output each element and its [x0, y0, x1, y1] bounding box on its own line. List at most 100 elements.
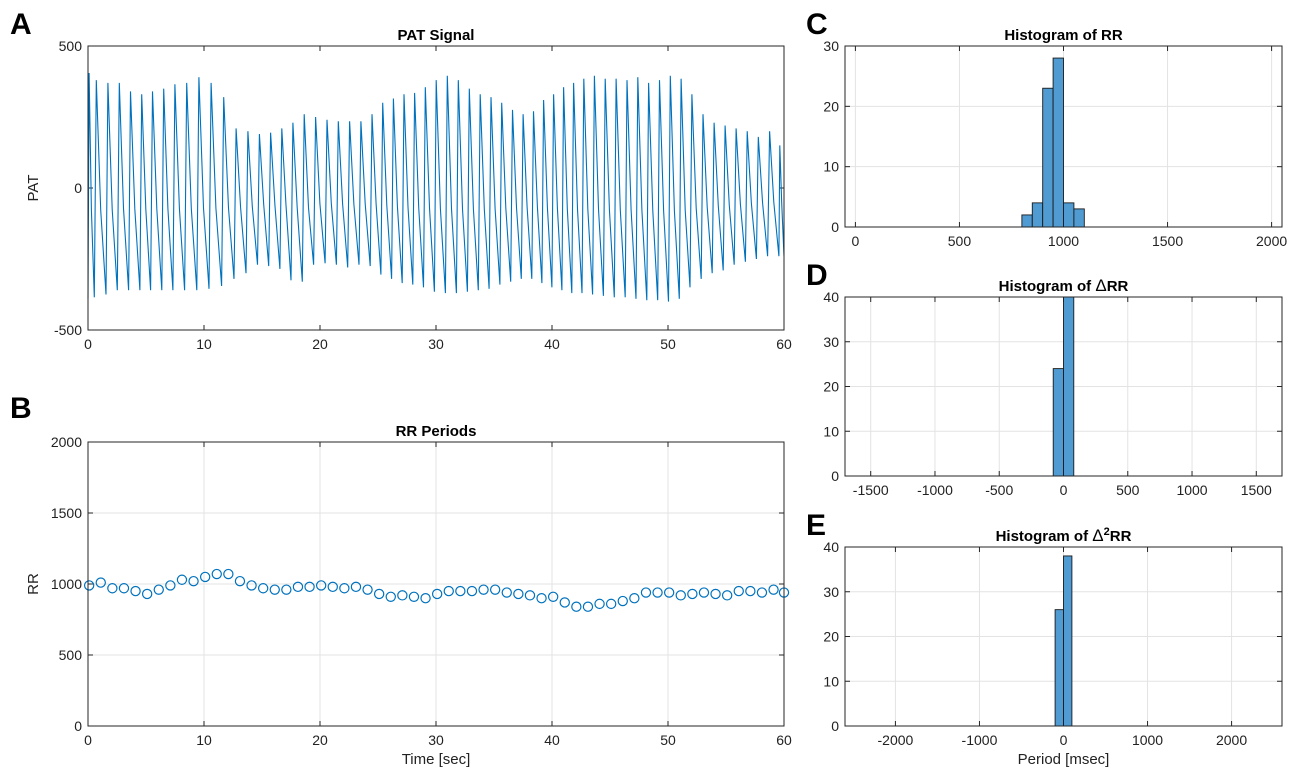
rr-point [733, 585, 744, 597]
rr-point [339, 583, 350, 594]
y-tick-label: 500 [59, 647, 83, 663]
rr-point [176, 574, 188, 585]
y-tick-label: 20 [823, 379, 839, 395]
y-tick-label: 40 [823, 539, 839, 555]
panel-letter-d: D [806, 259, 828, 292]
y-tick-label: 20 [823, 98, 839, 114]
rr-point [292, 581, 304, 593]
x-tick-label: 1500 [1241, 482, 1272, 498]
x-tick-label: 0 [84, 732, 92, 748]
axes-box [844, 45, 1283, 228]
histogram-bar [1031, 202, 1044, 228]
y-tick-label: 1500 [51, 505, 82, 521]
rr-point [385, 591, 396, 602]
y-axis-label: RR [25, 573, 42, 595]
x-tick-label: 20 [312, 732, 328, 748]
histogram-bar [1052, 368, 1064, 477]
x-tick-label: 0 [84, 336, 92, 352]
rr-point [397, 590, 408, 601]
x-tick-label: 1000 [1176, 482, 1207, 498]
rr-point [547, 591, 559, 602]
rr-point [466, 585, 478, 597]
rr-point [281, 584, 292, 595]
chart-title: PAT Signal [398, 27, 475, 44]
x-tick-label: 30 [428, 732, 444, 748]
x-tick-label: 20 [312, 336, 328, 352]
rr-point [95, 577, 106, 588]
y-tick-label: 30 [823, 38, 839, 54]
panel-letter-a: A [10, 8, 32, 41]
rr-point [489, 584, 501, 595]
y-tick-label: 10 [823, 159, 839, 175]
y-tick-label: 10 [823, 423, 839, 439]
rr-point [745, 585, 756, 597]
chart-title: RR Periods [396, 423, 477, 440]
rr-point [652, 587, 663, 598]
y-axis-label: PAT [25, 175, 42, 202]
histogram-bar [1054, 609, 1064, 727]
y-tick-label: 30 [823, 584, 839, 600]
x-tick-label: 1500 [1152, 233, 1183, 249]
y-tick-label: -500 [54, 322, 82, 338]
y-tick-label: 20 [823, 629, 839, 645]
x-tick-label: 500 [1116, 482, 1140, 498]
x-tick-label: 30 [428, 336, 444, 352]
axes-box [844, 296, 1283, 477]
rr-point [408, 591, 420, 602]
histogram-bar [1052, 57, 1064, 228]
rr-point [83, 580, 95, 591]
histogram-bar [1063, 202, 1075, 228]
rr-point [768, 584, 779, 595]
x-tick-label: 60 [776, 336, 792, 352]
panel-letter-e: E [806, 509, 826, 542]
x-tick-label: 2000 [1216, 732, 1247, 748]
x-tick-label: -500 [985, 482, 1013, 498]
x-tick-label: -1500 [853, 482, 889, 498]
y-tick-label: 0 [831, 468, 839, 484]
rr-point [455, 585, 466, 597]
x-tick-label: 1000 [1048, 233, 1079, 249]
rr-point [153, 584, 164, 595]
x-axis-label: Period [msec] [1018, 751, 1110, 768]
chart-rr-periods: 0 10 20 30 40 50 60 0 500 1000 1500 2000 RR Periods T… [25, 423, 792, 768]
rr-point [211, 568, 222, 580]
x-tick-label: -1000 [962, 732, 998, 748]
rr-point [640, 587, 652, 598]
y-tick-label: 0 [74, 180, 82, 196]
rr-point [141, 588, 153, 600]
x-tick-label: 50 [660, 732, 676, 748]
rr-point [362, 584, 373, 595]
rr-point [582, 601, 594, 612]
axes-box [844, 546, 1283, 727]
chart-title: Histogram of RR [1004, 27, 1123, 44]
rr-point [675, 590, 686, 601]
axes-box [87, 441, 785, 727]
x-tick-label: -1000 [917, 482, 953, 498]
panel-letter-c: C [806, 8, 828, 41]
chart-title: Histogram of Δ2RR [996, 526, 1132, 545]
rr-point [315, 580, 327, 591]
rr-point [107, 583, 118, 594]
y-tick-label: 0 [831, 718, 839, 734]
rr-point [536, 593, 547, 604]
rr-point [594, 598, 605, 610]
x-tick-label: 0 [1060, 482, 1068, 498]
y-tick-label: 30 [823, 334, 839, 350]
rr-point [130, 585, 141, 597]
rr-point [234, 575, 246, 587]
rr-point [304, 581, 315, 593]
rr-point [420, 593, 431, 604]
rr-point [269, 584, 280, 595]
rr-point [373, 588, 385, 600]
rr-point [617, 595, 628, 607]
rr-point [710, 588, 721, 600]
x-tick-label: 60 [776, 732, 792, 748]
rr-point [571, 601, 582, 612]
x-tick-label: 10 [196, 336, 212, 352]
x-tick-label: -2000 [878, 732, 914, 748]
rr-point [257, 583, 269, 594]
axes-box [87, 45, 785, 331]
rr-point [501, 587, 512, 598]
